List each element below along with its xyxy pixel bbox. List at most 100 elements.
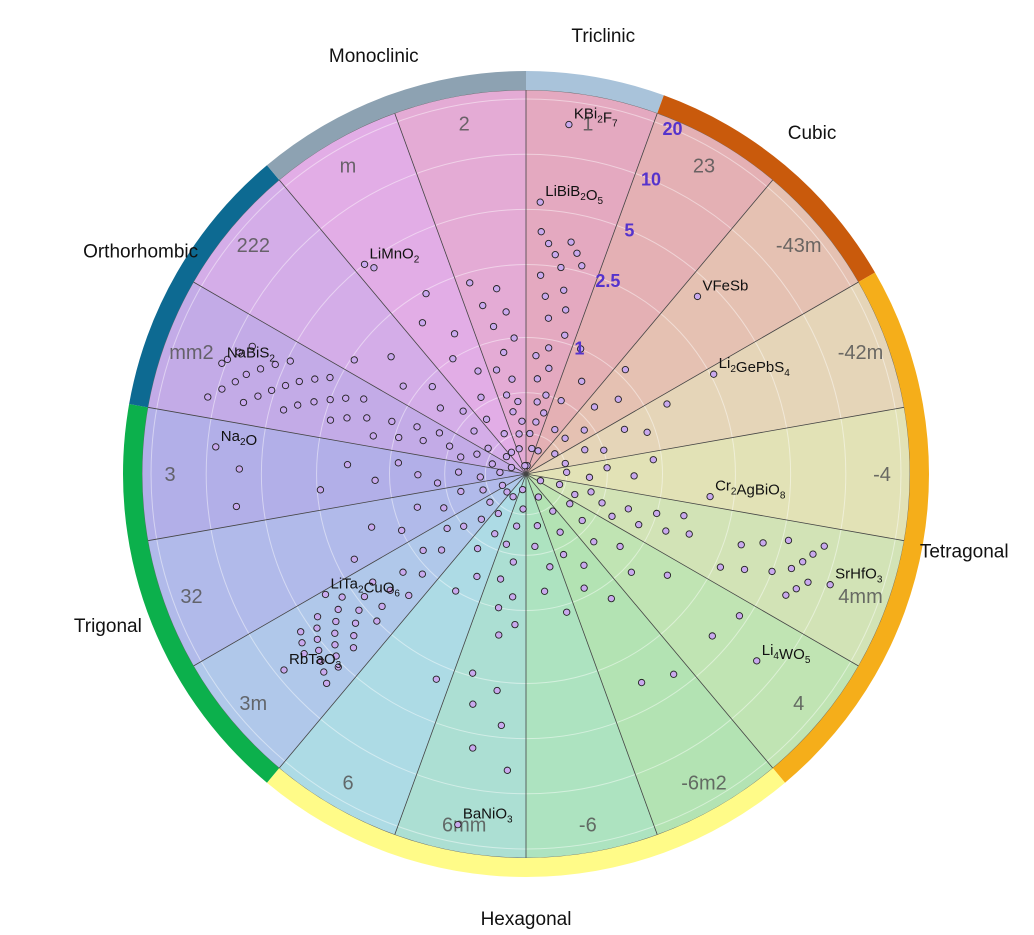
data-point-4mm bbox=[787, 564, 796, 573]
data-point-6 bbox=[531, 542, 539, 551]
data-point-3m bbox=[386, 586, 394, 594]
sector-border bbox=[525, 113, 658, 475]
data-point-1 bbox=[542, 391, 550, 399]
data-point-3m bbox=[313, 624, 321, 632]
data-point-nabis bbox=[218, 359, 226, 367]
data-point-1 bbox=[545, 344, 553, 352]
data-point-mm2 bbox=[235, 348, 243, 356]
sector-border bbox=[394, 113, 527, 475]
data-point-1 bbox=[560, 286, 568, 294]
data-point-23 bbox=[557, 397, 565, 405]
data-point-3m bbox=[332, 652, 340, 660]
data-point-6 bbox=[546, 563, 554, 571]
data-point-6mm bbox=[512, 522, 521, 530]
data-point-4mm bbox=[804, 578, 812, 586]
data-point-1 bbox=[578, 262, 586, 270]
data-point-mm2 bbox=[473, 450, 481, 458]
data-point-3m bbox=[486, 498, 494, 506]
data-point-6mm bbox=[469, 744, 477, 752]
data-point-m bbox=[474, 367, 482, 375]
data-point-4mm bbox=[662, 527, 670, 535]
data-point-6 bbox=[509, 493, 517, 501]
data-point-6mm bbox=[468, 669, 477, 677]
data-point-6m2 bbox=[534, 493, 543, 501]
data-point-4mm bbox=[680, 512, 688, 520]
group-label-3: 3 bbox=[164, 464, 175, 486]
data-point-6m2 bbox=[607, 594, 615, 603]
data-point-1 bbox=[533, 375, 541, 383]
data-point-libib-o bbox=[536, 198, 544, 206]
data-point-3m bbox=[322, 679, 331, 688]
data-point-2 bbox=[493, 285, 501, 293]
data-point-222 bbox=[350, 356, 358, 364]
data-point-6m2 bbox=[549, 507, 557, 515]
data-point-6mm bbox=[511, 620, 519, 629]
sector-42m bbox=[526, 282, 905, 474]
data-point-4mm bbox=[809, 550, 817, 558]
data-point-lita-cuo bbox=[321, 590, 330, 599]
sector-6mm bbox=[394, 474, 526, 858]
data-point-1 bbox=[557, 263, 565, 272]
data-point-2 bbox=[515, 445, 523, 453]
data-point-cr-agbio bbox=[706, 492, 714, 501]
data-point-mm2 bbox=[267, 386, 276, 395]
data-point-li-gepbs bbox=[710, 370, 718, 378]
radial-tick-5: 5 bbox=[624, 220, 634, 240]
data-point-3m bbox=[419, 546, 427, 555]
compound-label-nabis: NaBiS2 bbox=[227, 344, 276, 364]
data-point-mm2 bbox=[254, 392, 262, 400]
sector-border bbox=[193, 281, 527, 475]
data-point-4mm bbox=[759, 539, 767, 547]
data-point-23 bbox=[576, 345, 585, 353]
data-point-42m bbox=[643, 428, 651, 436]
data-point-4mm bbox=[536, 477, 545, 485]
data-point-3m bbox=[350, 632, 358, 640]
data-point-mm2 bbox=[281, 381, 290, 390]
data-point-6mm bbox=[509, 558, 517, 566]
sector-border bbox=[394, 473, 527, 835]
data-point-42m bbox=[581, 446, 589, 454]
data-point-mm2 bbox=[239, 398, 248, 407]
sector-border bbox=[525, 473, 905, 542]
data-point-1 bbox=[541, 292, 549, 300]
data-point-4 bbox=[603, 464, 611, 472]
data-point-mm2 bbox=[271, 360, 279, 369]
data-point-42m bbox=[600, 446, 608, 454]
data-point-3m bbox=[320, 668, 328, 676]
data-point-4mm bbox=[737, 541, 745, 549]
sector-border bbox=[147, 473, 527, 542]
data-point-6mm bbox=[502, 540, 511, 548]
data-point-32 bbox=[367, 523, 376, 531]
data-point-222 bbox=[399, 382, 407, 390]
system-band-trigonal bbox=[123, 404, 280, 783]
system-band-hexagonal bbox=[266, 768, 786, 878]
compound-label-na-o: Na2O bbox=[221, 428, 257, 449]
data-point-3m bbox=[331, 629, 339, 637]
data-point-3 bbox=[232, 502, 241, 511]
data-point-6mm bbox=[496, 575, 505, 583]
compound-labels: KBi2F7 LiBiB2O5 VFeSb Li2GePbS4 Cr2AgBiO8 SrH… bbox=[221, 106, 883, 826]
data-point-mm2 bbox=[342, 394, 350, 402]
data-point-4 bbox=[562, 468, 571, 476]
sector-6 bbox=[279, 474, 526, 835]
data-point-6m2 bbox=[580, 561, 588, 569]
data-point-1 bbox=[545, 364, 553, 372]
compound-label-libib-o: LiBiB2O5 bbox=[545, 183, 603, 207]
data-point-4mm bbox=[598, 499, 606, 507]
data-point-4 bbox=[708, 632, 716, 640]
data-point-3m bbox=[332, 617, 340, 626]
data-point-mm2 bbox=[343, 414, 351, 422]
group-label-mm2: mm2 bbox=[169, 342, 213, 364]
data-point-3m bbox=[334, 605, 342, 614]
sector-2 bbox=[394, 90, 526, 474]
data-point-2 bbox=[510, 334, 518, 342]
system-label-hexagonal: Hexagonal bbox=[481, 909, 572, 930]
data-point-3m bbox=[351, 619, 360, 627]
data-point-3m bbox=[437, 546, 446, 554]
data-point-3 bbox=[496, 468, 504, 477]
data-point-mm2 bbox=[256, 365, 265, 373]
data-point-3m bbox=[349, 644, 358, 652]
data-point-4mm bbox=[716, 563, 725, 571]
sector-border bbox=[525, 473, 774, 769]
data-point-1 bbox=[551, 251, 559, 259]
